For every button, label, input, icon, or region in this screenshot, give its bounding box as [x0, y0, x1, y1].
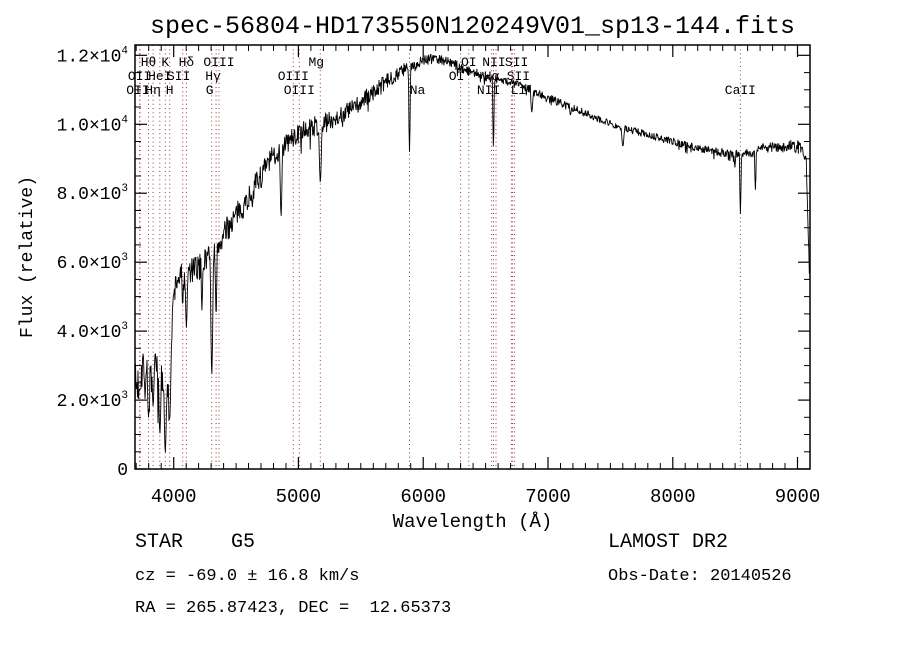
spectral-line-label: G — [206, 83, 214, 98]
y-tick-label: 1.2×104 — [57, 45, 129, 67]
spectral-line-label: HeI — [148, 69, 171, 84]
x-tick-label: 5000 — [276, 486, 322, 508]
x-tick-label: 7000 — [525, 486, 571, 508]
spectral-line-label: OIII — [203, 55, 234, 70]
spectral-line-label: OII — [128, 69, 151, 84]
spectral-line-label: Hγ — [205, 69, 221, 84]
spectral-line-label: OI — [449, 69, 465, 84]
y-tick-label: 6.0×103 — [57, 252, 128, 274]
y-tick-label: 4.0×103 — [57, 321, 128, 343]
cz-velocity-label: cz = -69.0 ± 16.8 km/s — [135, 567, 360, 586]
plot-frame — [134, 44, 811, 470]
y-tick-label: 1.0×104 — [57, 114, 129, 136]
spectral-line-label: SII — [505, 55, 528, 70]
spectral-line-label: OIII — [278, 69, 309, 84]
spectral-line-label: Hθ — [141, 55, 157, 70]
spectrum-trace — [134, 53, 810, 453]
spectral-line-label: SII — [507, 69, 530, 84]
x-tick-label: 6000 — [400, 486, 446, 508]
spectral-line-label: OI — [461, 55, 477, 70]
x-tick-label: 4000 — [151, 486, 197, 508]
y-tick-label: 2.0×103 — [57, 390, 128, 412]
y-tick-label: 0 — [117, 461, 128, 481]
spectral-line-label: SII — [167, 69, 190, 84]
x-axis-title: Wavelength (Å) — [392, 511, 553, 533]
spectral-line-label: OII — [126, 83, 149, 98]
spectral-line-label: CaII — [725, 83, 756, 98]
spectral-line-label: Hδ — [179, 55, 195, 70]
spectral-line-label: Mg — [308, 55, 324, 70]
y-tick-label: 8.0×103 — [57, 183, 128, 205]
object-class-label: STAR G5 — [135, 531, 256, 554]
spectral-line-label: K — [161, 55, 169, 70]
x-tick-label: 8000 — [650, 486, 696, 508]
spectral-line-label: NII — [477, 83, 500, 98]
y-axis-title: Flux (relative) — [18, 175, 38, 338]
spectral-line-label: H — [166, 83, 174, 98]
spectral-line-label: Na — [410, 83, 426, 98]
obs-date-label: Obs-Date: 20140526 — [608, 567, 792, 586]
spectral-line-label: OIII — [284, 83, 315, 98]
spectral-line-label: Hη — [145, 83, 161, 98]
ra-dec-label: RA = 265.87423, DEC = 12.65373 — [135, 599, 452, 618]
x-tick-label: 9000 — [775, 486, 821, 508]
spectral-line-label: NII — [482, 55, 505, 70]
survey-release-label: LAMOST DR2 — [608, 531, 729, 554]
plot-title: spec-56804-HD173550N120249V01_sp13-144.f… — [149, 12, 796, 41]
